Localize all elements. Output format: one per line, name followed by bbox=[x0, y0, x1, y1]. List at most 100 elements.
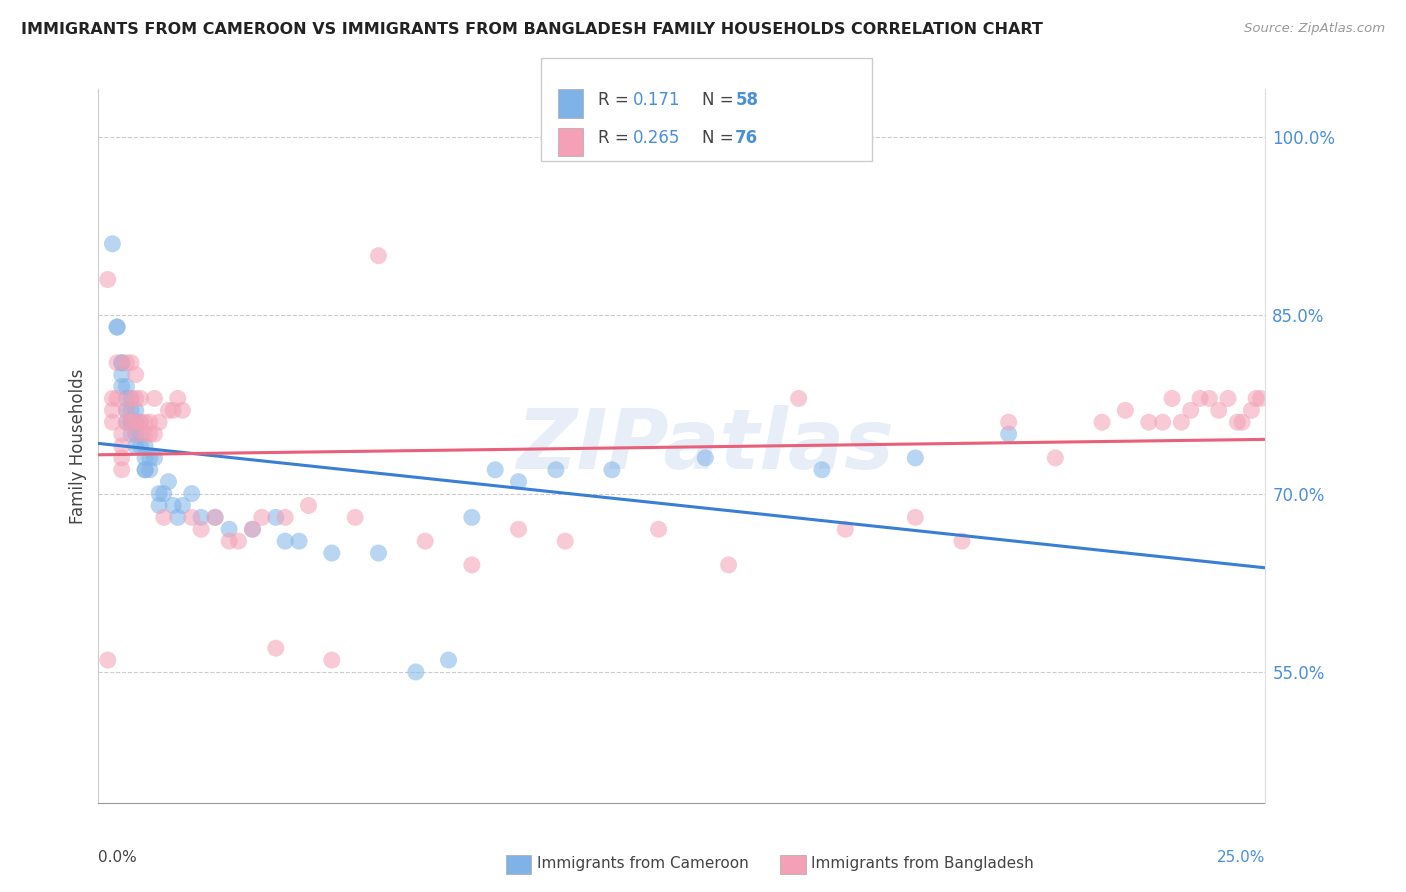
Point bbox=[1137, 415, 1160, 429]
Point bbox=[997, 427, 1019, 442]
Point bbox=[111, 463, 134, 477]
Point bbox=[97, 272, 120, 286]
Point bbox=[101, 392, 124, 406]
Point bbox=[904, 510, 927, 524]
Point bbox=[264, 510, 287, 524]
Point bbox=[139, 427, 162, 442]
Point bbox=[811, 463, 834, 477]
Point bbox=[1152, 415, 1174, 429]
Point bbox=[1114, 403, 1136, 417]
Point bbox=[105, 356, 128, 370]
Point bbox=[125, 403, 148, 417]
Point bbox=[172, 499, 194, 513]
Point bbox=[125, 439, 148, 453]
Point bbox=[544, 463, 567, 477]
Point bbox=[101, 403, 124, 417]
Point bbox=[1045, 450, 1067, 465]
Point bbox=[1170, 415, 1192, 429]
Y-axis label: Family Households: Family Households bbox=[69, 368, 87, 524]
Point bbox=[321, 546, 343, 560]
Text: 58: 58 bbox=[735, 91, 758, 109]
Text: N =: N = bbox=[702, 129, 738, 147]
Point bbox=[695, 450, 717, 465]
Point bbox=[288, 534, 311, 549]
Point bbox=[484, 463, 506, 477]
Text: Source: ZipAtlas.com: Source: ZipAtlas.com bbox=[1244, 22, 1385, 36]
Point bbox=[105, 320, 128, 334]
Point bbox=[139, 415, 162, 429]
Point bbox=[129, 415, 152, 429]
Point bbox=[166, 392, 188, 406]
Point bbox=[129, 415, 152, 429]
Point bbox=[148, 499, 170, 513]
Point bbox=[218, 522, 240, 536]
Point bbox=[134, 415, 156, 429]
Point bbox=[125, 392, 148, 406]
Point bbox=[600, 463, 623, 477]
Point bbox=[120, 392, 142, 406]
Point bbox=[111, 427, 134, 442]
Point bbox=[997, 415, 1019, 429]
Point bbox=[105, 392, 128, 406]
Point bbox=[274, 534, 297, 549]
Text: 25.0%: 25.0% bbox=[1218, 850, 1265, 865]
Point bbox=[139, 450, 162, 465]
Point bbox=[139, 463, 162, 477]
Text: N =: N = bbox=[702, 91, 738, 109]
Point bbox=[1091, 415, 1114, 429]
Text: IMMIGRANTS FROM CAMEROON VS IMMIGRANTS FROM BANGLADESH FAMILY HOUSEHOLDS CORRELA: IMMIGRANTS FROM CAMEROON VS IMMIGRANTS F… bbox=[21, 22, 1043, 37]
Point bbox=[105, 320, 128, 334]
Point bbox=[148, 486, 170, 500]
Point bbox=[717, 558, 740, 572]
Point bbox=[120, 415, 142, 429]
Point bbox=[120, 392, 142, 406]
Point bbox=[228, 534, 250, 549]
Point bbox=[321, 653, 343, 667]
Point bbox=[111, 379, 134, 393]
Point bbox=[950, 534, 973, 549]
Point bbox=[647, 522, 669, 536]
Point bbox=[129, 439, 152, 453]
Point bbox=[111, 356, 134, 370]
Text: 76: 76 bbox=[735, 129, 758, 147]
Point bbox=[1198, 392, 1220, 406]
Point bbox=[152, 510, 174, 524]
Point bbox=[101, 236, 124, 251]
Point bbox=[405, 665, 427, 679]
Point bbox=[157, 475, 180, 489]
Point bbox=[111, 450, 134, 465]
Point bbox=[148, 415, 170, 429]
Point bbox=[120, 403, 142, 417]
Point bbox=[1226, 415, 1249, 429]
Point bbox=[111, 356, 134, 370]
Point bbox=[115, 379, 138, 393]
Text: R =: R = bbox=[598, 91, 634, 109]
Point bbox=[461, 510, 484, 524]
Point bbox=[461, 558, 484, 572]
Point bbox=[120, 427, 142, 442]
Text: Immigrants from Cameroon: Immigrants from Cameroon bbox=[537, 856, 749, 871]
Point bbox=[120, 415, 142, 429]
Point bbox=[1208, 403, 1230, 417]
Point bbox=[120, 415, 142, 429]
Point bbox=[115, 415, 138, 429]
Point bbox=[180, 510, 202, 524]
Point bbox=[115, 392, 138, 406]
Text: Immigrants from Bangladesh: Immigrants from Bangladesh bbox=[811, 856, 1033, 871]
Point bbox=[1240, 403, 1263, 417]
Point bbox=[125, 427, 148, 442]
Text: 0.0%: 0.0% bbox=[98, 850, 138, 865]
Point bbox=[554, 534, 576, 549]
Point bbox=[274, 510, 297, 524]
Point bbox=[134, 450, 156, 465]
Point bbox=[1180, 403, 1202, 417]
Point bbox=[125, 368, 148, 382]
Point bbox=[242, 522, 264, 536]
Text: ZIPatlas: ZIPatlas bbox=[516, 406, 894, 486]
Point bbox=[134, 463, 156, 477]
Point bbox=[218, 534, 240, 549]
Point bbox=[904, 450, 927, 465]
Point bbox=[120, 356, 142, 370]
Point bbox=[111, 368, 134, 382]
Point bbox=[190, 522, 212, 536]
